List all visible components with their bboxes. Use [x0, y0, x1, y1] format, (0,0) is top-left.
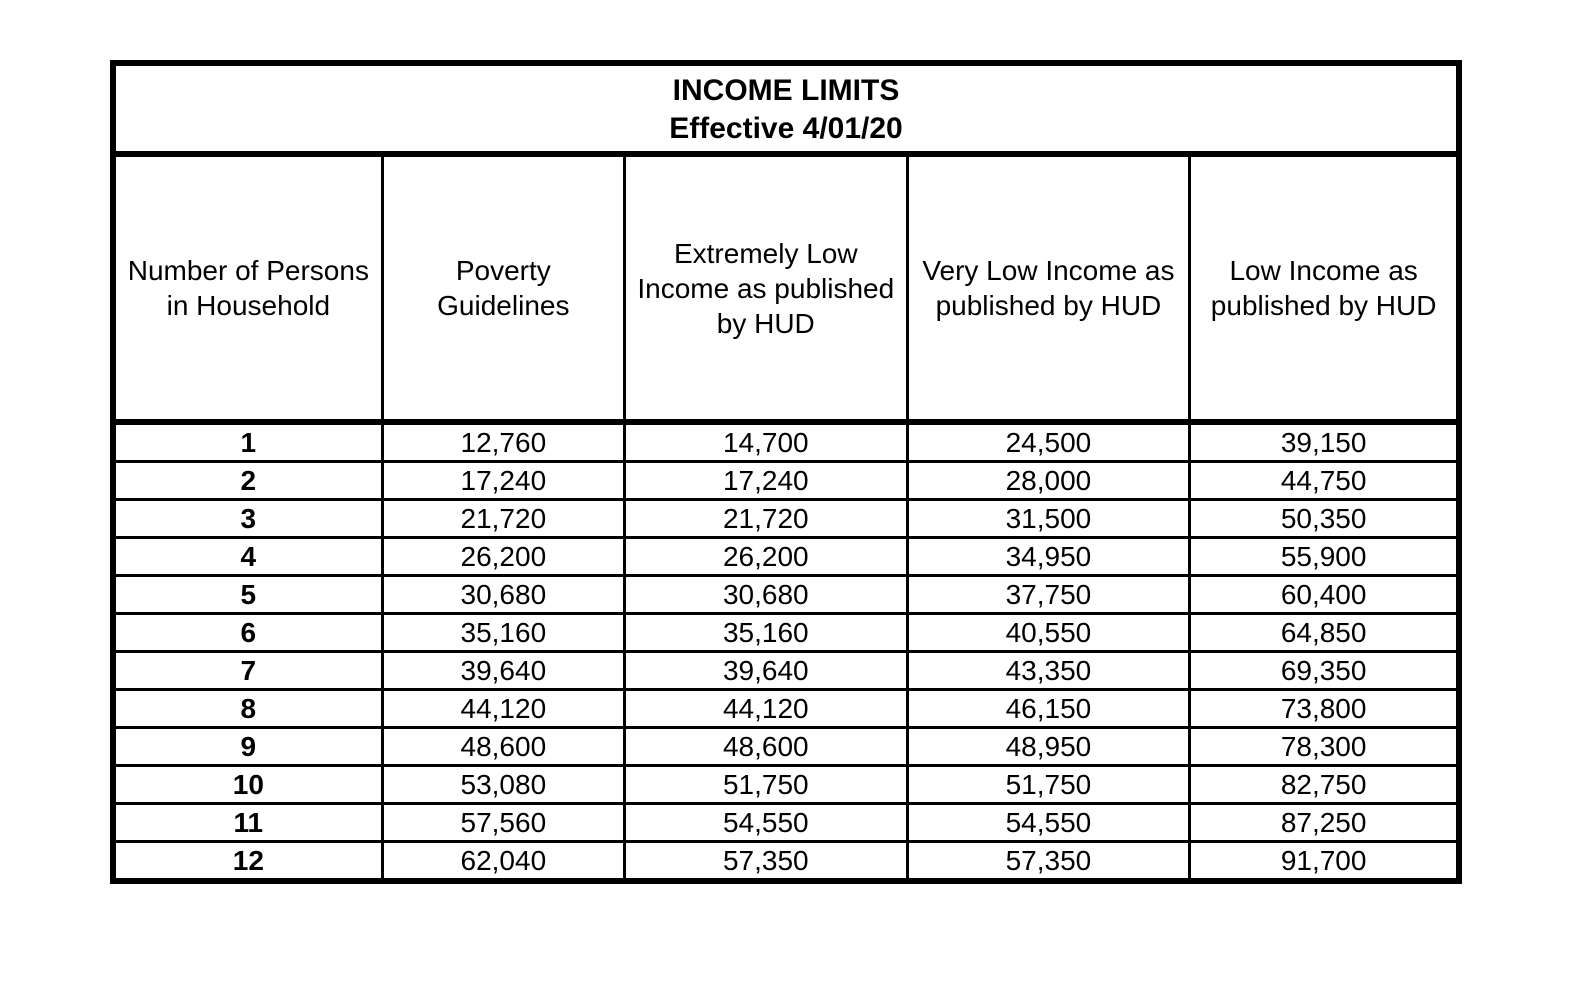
table-cell: 57,350: [624, 842, 907, 882]
table-cell: 53,080: [382, 766, 624, 804]
table-cell: 51,750: [624, 766, 907, 804]
table-header-row: Number of Persons in Household Poverty G…: [113, 154, 1459, 422]
table-cell: 40,550: [907, 614, 1190, 652]
table-cell: 39,640: [624, 652, 907, 690]
table-cell: 3: [113, 500, 382, 538]
table-cell: 21,720: [624, 500, 907, 538]
col-header-low: Low Income as published by HUD: [1190, 154, 1459, 422]
table-cell: 54,550: [907, 804, 1190, 842]
table-cell: 7: [113, 652, 382, 690]
table-title-line1: INCOME LIMITS: [116, 72, 1456, 110]
table-cell: 55,900: [1190, 538, 1459, 576]
table-cell: 57,350: [907, 842, 1190, 882]
table-cell: 62,040: [382, 842, 624, 882]
table-cell: 82,750: [1190, 766, 1459, 804]
table-cell: 28,000: [907, 462, 1190, 500]
table-cell: 11: [113, 804, 382, 842]
table-cell: 37,750: [907, 576, 1190, 614]
table-cell: 17,240: [382, 462, 624, 500]
table-cell: 44,120: [624, 690, 907, 728]
table-cell: 78,300: [1190, 728, 1459, 766]
table-cell: 51,750: [907, 766, 1190, 804]
table-cell: 31,500: [907, 500, 1190, 538]
table-cell: 44,120: [382, 690, 624, 728]
table-cell: 39,640: [382, 652, 624, 690]
table-cell: 60,400: [1190, 576, 1459, 614]
table-row: 1262,04057,35057,35091,700: [113, 842, 1459, 882]
table-cell: 44,750: [1190, 462, 1459, 500]
table-cell: 48,950: [907, 728, 1190, 766]
table-cell: 26,200: [624, 538, 907, 576]
table-row: 112,76014,70024,50039,150: [113, 422, 1459, 462]
col-header-household: Number of Persons in Household: [113, 154, 382, 422]
income-limits-table: INCOME LIMITS Effective 4/01/20 Number o…: [110, 60, 1462, 884]
table-cell: 69,350: [1190, 652, 1459, 690]
table-cell: 57,560: [382, 804, 624, 842]
table-cell: 10: [113, 766, 382, 804]
table-row: 1053,08051,75051,75082,750: [113, 766, 1459, 804]
table-cell: 30,680: [382, 576, 624, 614]
col-header-poverty: Poverty Guidelines: [382, 154, 624, 422]
table-row: 1157,56054,55054,55087,250: [113, 804, 1459, 842]
table-cell: 35,160: [624, 614, 907, 652]
table-row: 321,72021,72031,50050,350: [113, 500, 1459, 538]
table-cell: 35,160: [382, 614, 624, 652]
table-cell: 2: [113, 462, 382, 500]
table-cell: 6: [113, 614, 382, 652]
table-row: 217,24017,24028,00044,750: [113, 462, 1459, 500]
table-cell: 9: [113, 728, 382, 766]
table-row: 635,16035,16040,55064,850: [113, 614, 1459, 652]
table-cell: 50,350: [1190, 500, 1459, 538]
table-cell: 24,500: [907, 422, 1190, 462]
table-cell: 64,850: [1190, 614, 1459, 652]
table-cell: 5: [113, 576, 382, 614]
table-cell: 12: [113, 842, 382, 882]
table-cell: 4: [113, 538, 382, 576]
table-cell: 8: [113, 690, 382, 728]
table-cell: 54,550: [624, 804, 907, 842]
table-cell: 26,200: [382, 538, 624, 576]
table-cell: 46,150: [907, 690, 1190, 728]
table-cell: 1: [113, 422, 382, 462]
table-cell: 39,150: [1190, 422, 1459, 462]
col-header-very-low: Very Low Income as published by HUD: [907, 154, 1190, 422]
table-cell: 43,350: [907, 652, 1190, 690]
table-cell: 30,680: [624, 576, 907, 614]
table-row: 948,60048,60048,95078,300: [113, 728, 1459, 766]
table-row: 426,20026,20034,95055,900: [113, 538, 1459, 576]
table-row: 530,68030,68037,75060,400: [113, 576, 1459, 614]
table-cell: 48,600: [382, 728, 624, 766]
table-cell: 14,700: [624, 422, 907, 462]
table-row: 739,64039,64043,35069,350: [113, 652, 1459, 690]
table-cell: 73,800: [1190, 690, 1459, 728]
table-title-line2: Effective 4/01/20: [116, 110, 1456, 148]
table-cell: 21,720: [382, 500, 624, 538]
col-header-extremely-low: Extremely Low Income as published by HUD: [624, 154, 907, 422]
table-cell: 91,700: [1190, 842, 1459, 882]
table-cell: 17,240: [624, 462, 907, 500]
table-cell: 34,950: [907, 538, 1190, 576]
table-cell: 87,250: [1190, 804, 1459, 842]
table-row: 844,12044,12046,15073,800: [113, 690, 1459, 728]
table-cell: 48,600: [624, 728, 907, 766]
table-cell: 12,760: [382, 422, 624, 462]
table-title: INCOME LIMITS Effective 4/01/20: [113, 63, 1459, 154]
table-body: 112,76014,70024,50039,150217,24017,24028…: [113, 422, 1459, 881]
